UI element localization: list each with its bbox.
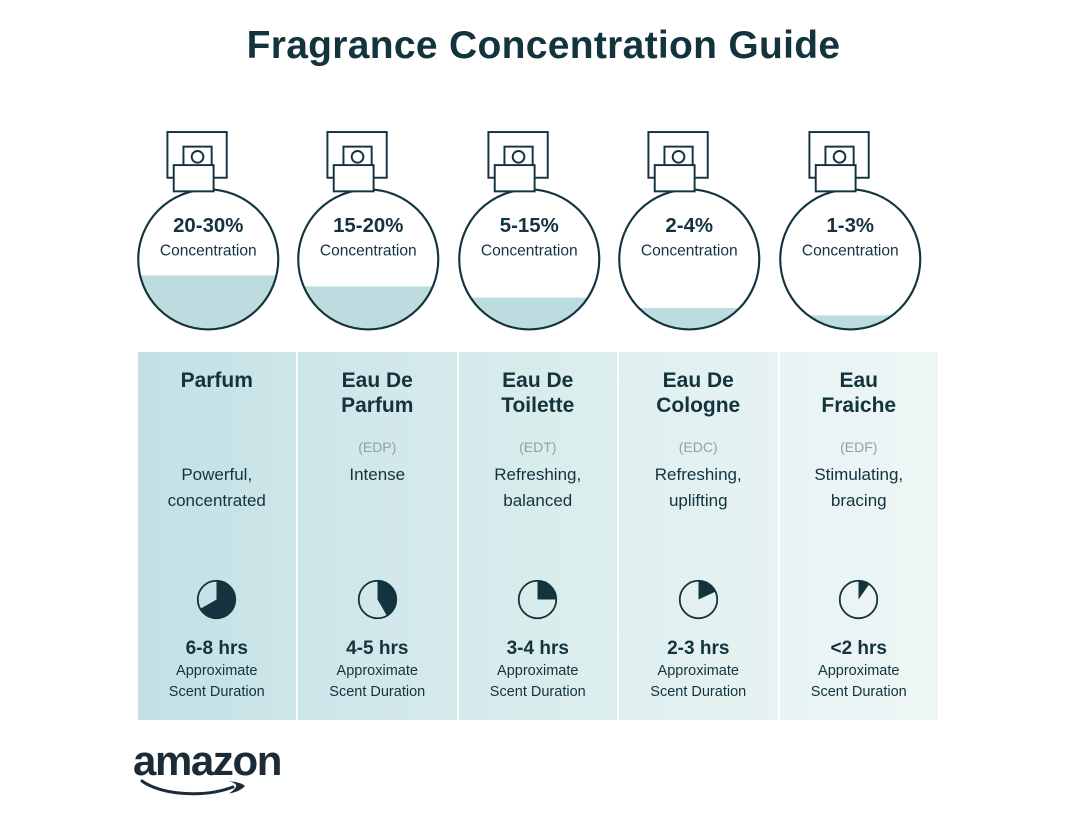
svg-text:Concentration: Concentration [480, 243, 577, 260]
svg-text:15-20%: 15-20% [333, 215, 403, 237]
svg-text:Concentration: Concentration [159, 243, 256, 260]
svg-text:Concentration: Concentration [801, 243, 898, 260]
svg-text:2-4%: 2-4% [665, 215, 713, 237]
svg-text:5-15%: 5-15% [499, 215, 558, 237]
svg-text:1-3%: 1-3% [826, 215, 874, 237]
svg-text:20-30%: 20-30% [173, 215, 243, 237]
svg-text:Concentration: Concentration [320, 243, 417, 260]
svg-text:Concentration: Concentration [641, 243, 738, 260]
